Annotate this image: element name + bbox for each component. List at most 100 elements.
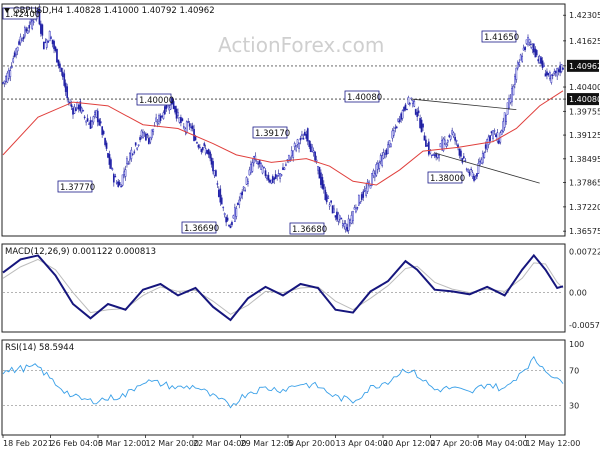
candle-body: [376, 163, 379, 170]
candle-body: [83, 116, 86, 119]
candle-body: [445, 144, 448, 147]
price-tick-label: 1.40962: [569, 62, 600, 71]
candle-body: [269, 179, 271, 183]
candle-body: [541, 60, 544, 69]
candle-body: [521, 56, 524, 62]
price-annotation-box: [136, 93, 172, 106]
x-tick-label: 20 Apr 12:00: [383, 439, 435, 448]
candle-body: [547, 72, 550, 76]
candle-body: [37, 9, 39, 13]
candle-body: [229, 226, 232, 229]
macd-panel-frame: [1, 243, 566, 333]
candle-body: [91, 121, 93, 128]
candle-body: [398, 119, 401, 123]
candle-body: [562, 67, 564, 70]
candle-body: [340, 217, 343, 220]
candle-body: [452, 132, 455, 137]
candle-body: [490, 131, 493, 134]
candle-body: [435, 153, 437, 158]
candle-body: [448, 135, 451, 138]
price-annotation-label: 1.40080: [347, 93, 382, 103]
candle-body: [133, 151, 136, 153]
candle-body: [142, 132, 144, 138]
candle-body: [534, 48, 537, 58]
candle-body: [10, 66, 13, 69]
candle-body: [222, 206, 225, 209]
candle-body: [6, 72, 9, 83]
rsi-tick-label: 30: [569, 402, 579, 411]
candle-body: [403, 106, 405, 111]
candle-body: [503, 112, 506, 128]
candle-body: [355, 207, 357, 213]
candle-body: [25, 28, 28, 32]
candle-body: [63, 73, 66, 86]
candle-body: [66, 86, 69, 99]
candle-body: [390, 143, 392, 147]
macd-tick-label: 0.00: [569, 289, 587, 298]
candle-body: [274, 174, 277, 179]
candle-body: [146, 133, 149, 136]
candle-body: [339, 215, 341, 220]
candle-body: [184, 128, 187, 132]
candle-body: [99, 121, 102, 124]
candle-body: [92, 116, 95, 123]
candle-body: [532, 43, 535, 53]
candle-body: [518, 61, 521, 65]
candle-body: [509, 98, 512, 103]
collapse-triangle-icon[interactable]: [4, 8, 10, 13]
price-tick-label: 1.40400: [569, 83, 600, 92]
candle-body: [21, 39, 23, 42]
candle-body: [467, 169, 470, 173]
candle-body: [235, 208, 238, 217]
candle-body: [156, 122, 159, 125]
candle-body: [207, 149, 210, 155]
price-annotation-label: 1.36680: [292, 225, 327, 235]
candle-body: [311, 146, 314, 152]
candle-body: [519, 54, 522, 61]
axis-layer: 1.42305 1.41625 1.40962 1.40400 1.40080 1.397…: [2, 11, 600, 448]
candle-body: [336, 211, 338, 220]
price-annotation-box: [57, 180, 93, 193]
candle-body: [320, 172, 322, 185]
candle-body: [325, 194, 328, 203]
candle-body: [468, 171, 471, 176]
candle-body: [241, 191, 244, 196]
price-tick-label: 1.37220: [569, 203, 600, 212]
candle-body: [522, 47, 525, 51]
rsi-tick-label: 100: [569, 340, 584, 349]
candle-body: [423, 135, 426, 141]
candle-body: [54, 46, 57, 52]
candle-body: [528, 39, 531, 43]
candle-body: [178, 117, 181, 123]
candle-body: [177, 112, 179, 116]
candle-body: [180, 117, 182, 124]
candle-body: [397, 118, 400, 122]
candle-body: [57, 59, 60, 67]
candle-body: [85, 120, 87, 123]
candle-body: [254, 155, 257, 160]
price-tick-label: 1.37865: [569, 179, 600, 188]
candle-body: [413, 101, 416, 107]
candle-body: [306, 128, 309, 142]
candle-body: [13, 52, 16, 57]
x-tick-label: 27 Apr 20:00: [431, 439, 483, 448]
candle-body: [226, 217, 229, 221]
candle-body: [45, 39, 48, 48]
candle-body: [385, 149, 388, 155]
candle-body: [270, 179, 273, 184]
candle-body: [388, 140, 391, 146]
price-annotation-label: 1.42400: [5, 10, 40, 20]
candle-body: [38, 8, 41, 25]
candle-body: [439, 143, 442, 148]
candle-body: [554, 70, 557, 74]
candle-body: [356, 207, 359, 209]
candle-body: [454, 136, 456, 141]
candle-body: [3, 80, 6, 84]
candle-body: [159, 115, 162, 121]
candle-body: [158, 114, 160, 123]
candle-body: [22, 36, 25, 40]
candle-body: [24, 27, 26, 37]
candle-body: [204, 148, 207, 154]
candle-body: [462, 156, 465, 159]
candle-body: [285, 164, 287, 166]
